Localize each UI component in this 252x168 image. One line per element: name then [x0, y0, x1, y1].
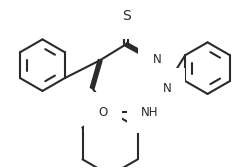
- Text: N: N: [162, 82, 170, 95]
- Text: N: N: [152, 53, 161, 66]
- Text: O: O: [98, 106, 107, 119]
- Text: S: S: [121, 9, 130, 23]
- Text: NH: NH: [141, 106, 158, 119]
- Text: N: N: [152, 53, 161, 66]
- Text: NH: NH: [141, 106, 158, 119]
- Text: O: O: [98, 106, 107, 119]
- Text: N: N: [162, 82, 170, 95]
- Text: S: S: [121, 9, 130, 23]
